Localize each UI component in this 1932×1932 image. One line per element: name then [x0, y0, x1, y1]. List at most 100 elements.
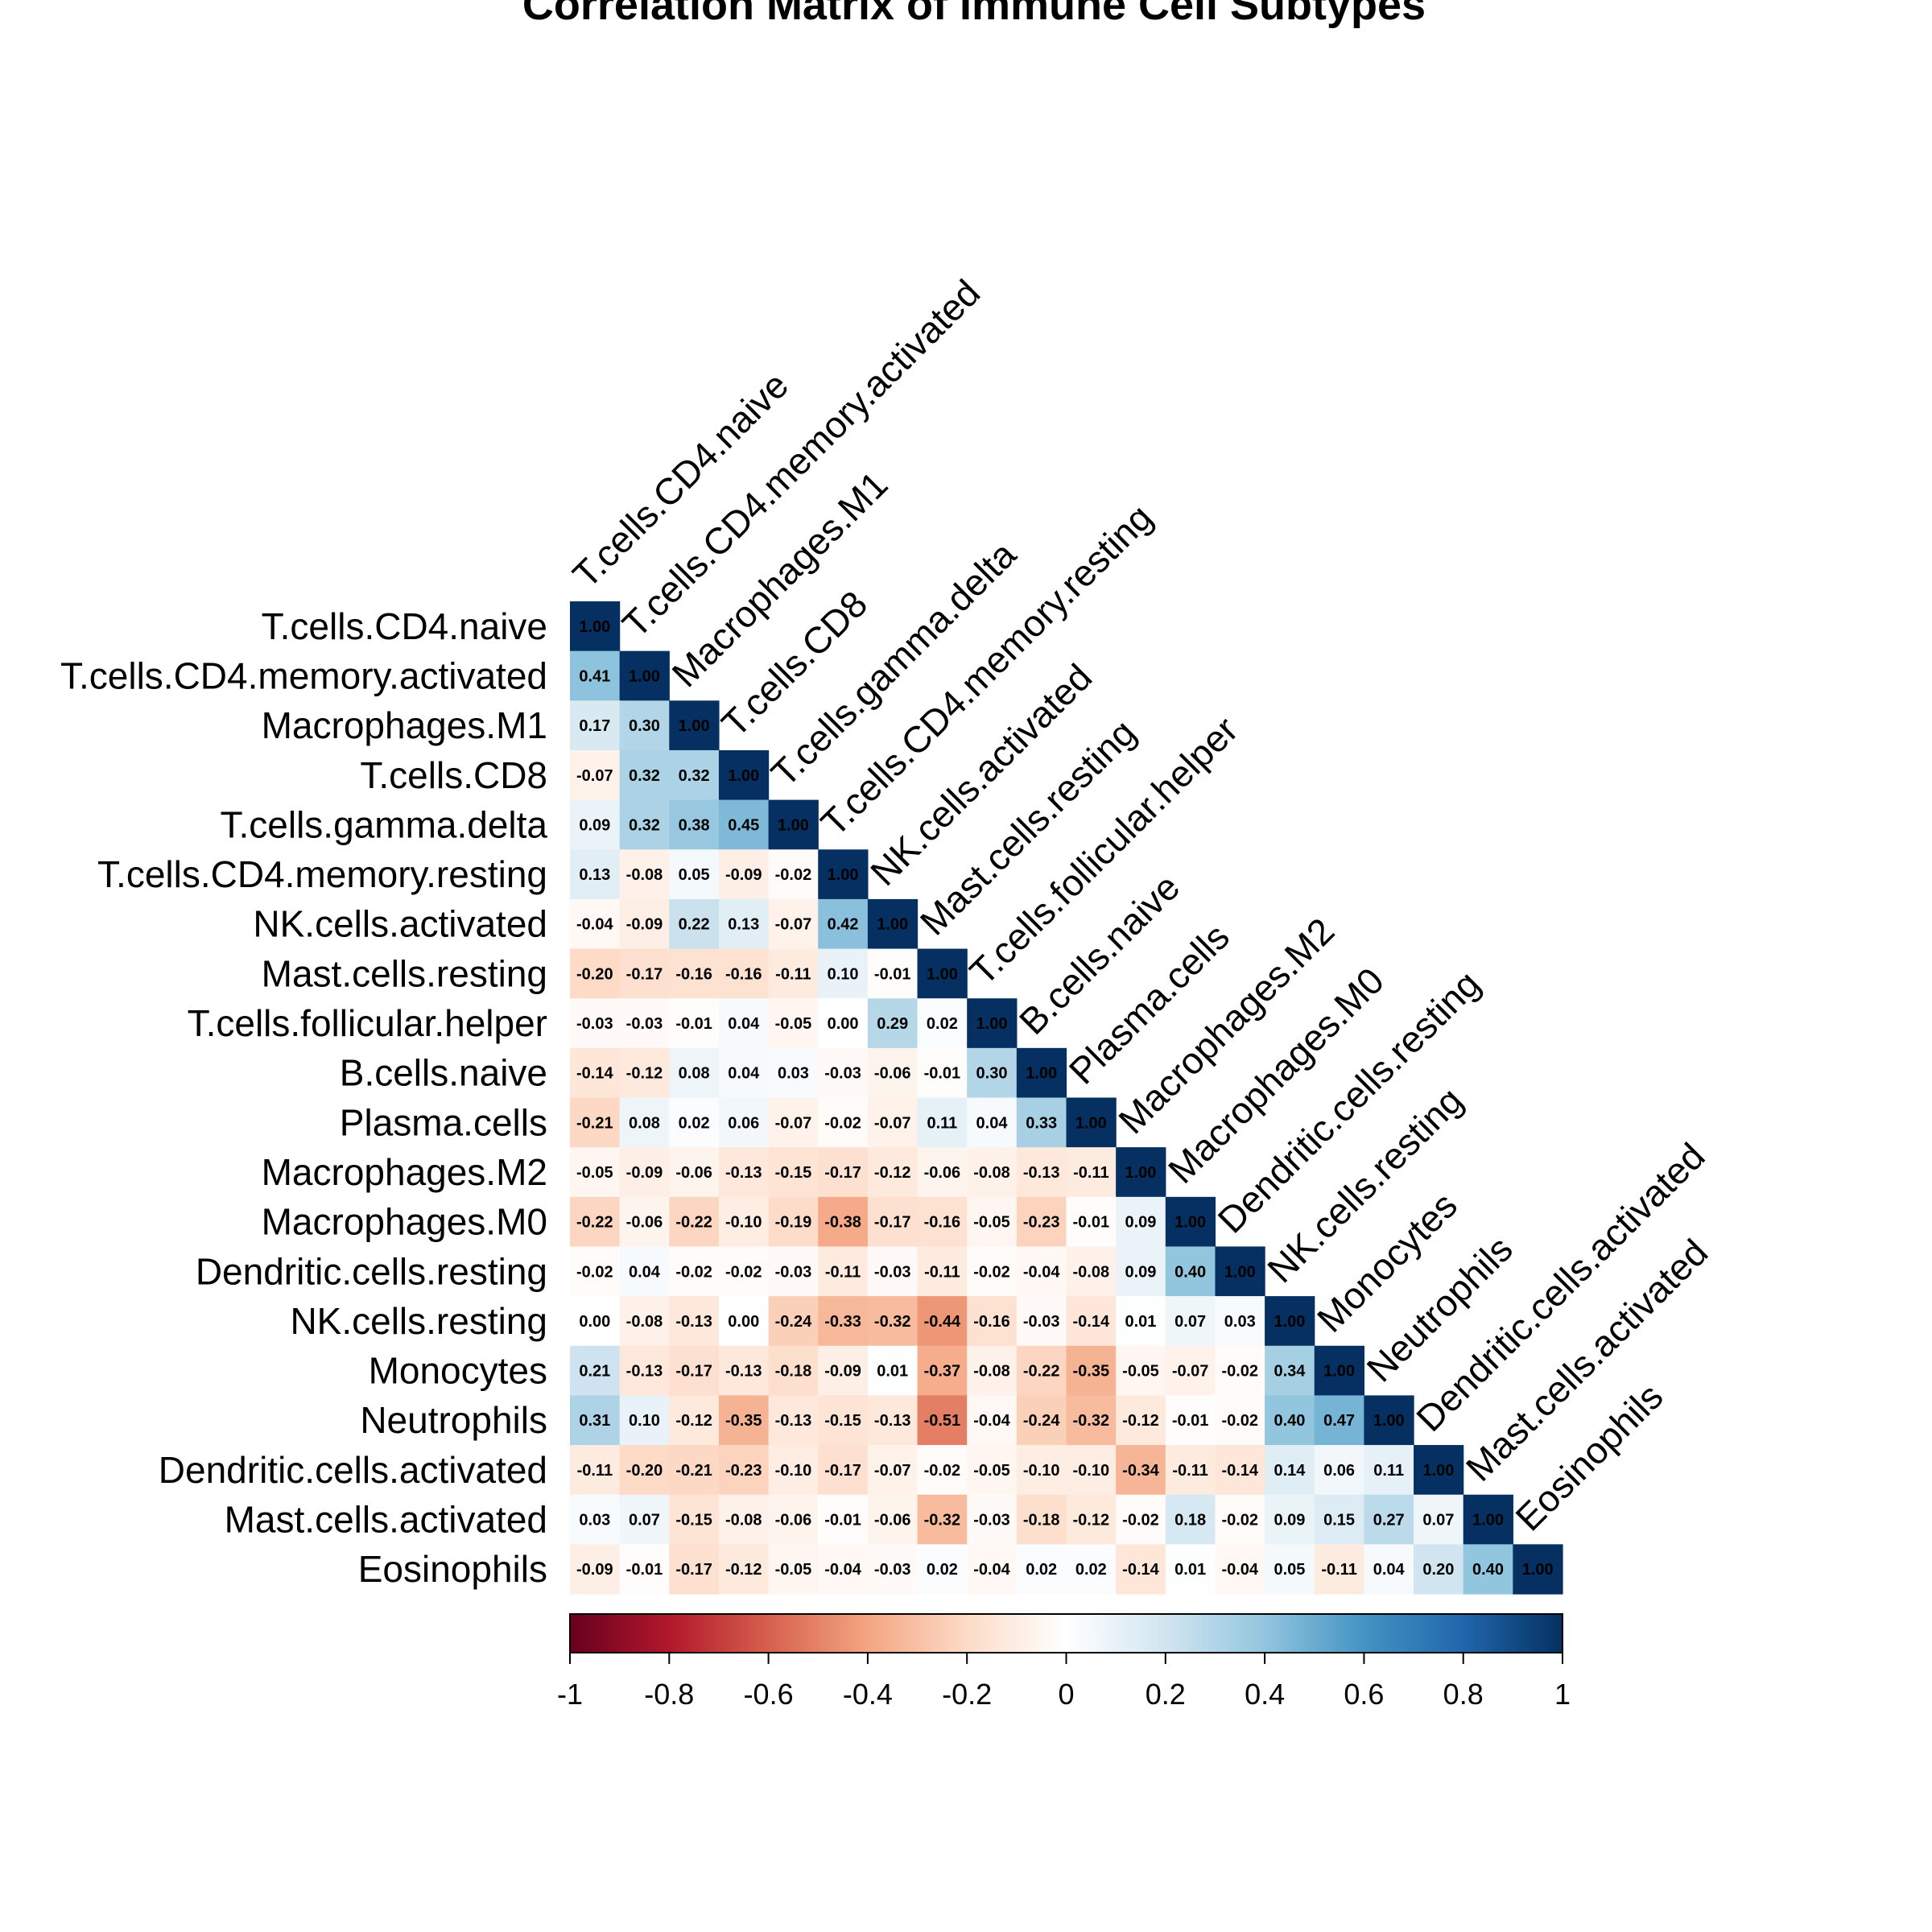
- cell-value-label: -0.11: [1073, 1164, 1108, 1182]
- cell-value-label: 0.06: [728, 1114, 759, 1132]
- cell-value-label: -0.06: [775, 1512, 812, 1530]
- cell-value-label: -0.11: [577, 1462, 613, 1480]
- cell-value-label: -0.14: [1073, 1313, 1110, 1331]
- cell-value-label: -0.17: [626, 965, 663, 983]
- cell-value-label: 0.32: [629, 767, 660, 785]
- heatmap-cell: [867, 1047, 919, 1099]
- heatmap-cell: [1364, 1544, 1414, 1595]
- cell-value-label: 1.00: [1422, 1462, 1454, 1480]
- row-label: B.cells.naive: [340, 1052, 547, 1094]
- heatmap-cell: [570, 749, 621, 801]
- row-label: Dendritic.cells.activated: [159, 1449, 547, 1491]
- heatmap-cell: [570, 1544, 621, 1595]
- heatmap-cell: [1364, 1395, 1414, 1446]
- heatmap-cell: [1165, 1246, 1216, 1297]
- cell-value-label: 0.10: [629, 1412, 660, 1430]
- heatmap-cell: [570, 1196, 621, 1248]
- cell-value-label: 0.38: [679, 816, 710, 834]
- cell-value-label: 0.02: [1075, 1561, 1107, 1579]
- heatmap-cell: [768, 799, 819, 850]
- cell-value-label: 0.01: [1174, 1561, 1206, 1579]
- heatmap-cell: [967, 1147, 1018, 1198]
- cell-value-label: -0.14: [576, 1065, 613, 1083]
- cell-value-label: -0.12: [626, 1065, 663, 1083]
- heatmap-cell: [917, 1196, 968, 1248]
- heatmap-cell: [1215, 1445, 1265, 1496]
- cell-value-label: -0.02: [1221, 1412, 1258, 1430]
- cell-value-label: -0.13: [775, 1412, 812, 1430]
- colorbar-tick-label: -0.2: [942, 1678, 992, 1711]
- heatmap-cell: [967, 1395, 1018, 1446]
- heatmap-cell: [718, 1494, 770, 1545]
- heatmap-cell: [718, 1246, 770, 1297]
- heatmap-cell: [718, 749, 770, 801]
- cell-value-label: -0.03: [626, 1015, 663, 1033]
- cell-value-label: 0.29: [877, 1015, 908, 1033]
- cell-value-label: -0.08: [973, 1363, 1010, 1381]
- heatmap-cell: [1265, 1395, 1315, 1446]
- heatmap-cell: [768, 1047, 819, 1099]
- colorbar-tick-label: -1: [557, 1678, 583, 1711]
- cell-value-label: -0.02: [775, 866, 812, 884]
- heatmap-cell: [570, 849, 621, 900]
- heatmap-cell: [619, 1246, 670, 1297]
- heatmap-cell: [619, 998, 670, 1049]
- cell-value-label: -0.04: [973, 1561, 1010, 1579]
- cell-value-label: -0.05: [576, 1164, 613, 1182]
- cell-value-label: -0.23: [1023, 1214, 1060, 1232]
- heatmap-cell: [917, 1047, 968, 1099]
- cell-value-label: 1.00: [1026, 1065, 1057, 1083]
- cell-value-label: 0.31: [579, 1412, 610, 1430]
- heatmap-cell: [718, 1147, 770, 1198]
- cell-value-label: -0.01: [1073, 1214, 1110, 1232]
- heatmap-cell: [570, 998, 621, 1049]
- cell-value-label: -0.08: [1073, 1263, 1110, 1281]
- cell-value-label: -0.13: [874, 1412, 911, 1430]
- heatmap-cell: [867, 1345, 919, 1396]
- cell-value-label: 0.07: [1422, 1512, 1454, 1530]
- heatmap-cell: [619, 1544, 670, 1595]
- heatmap-cell: [818, 948, 869, 999]
- heatmap-cell: [768, 1395, 819, 1446]
- cell-value-label: -0.04: [576, 916, 613, 934]
- heatmap-cell: [818, 898, 869, 950]
- cell-value-label: -0.33: [824, 1313, 861, 1331]
- heatmap-cell: [669, 1544, 720, 1595]
- colorbar-tick-label: 0.4: [1245, 1678, 1285, 1711]
- cell-value-label: -0.21: [576, 1114, 613, 1132]
- heatmap-cell: [1116, 1494, 1166, 1545]
- heatmap-cell: [669, 1395, 720, 1446]
- colorbar-tick-label: -0.6: [744, 1678, 794, 1711]
- cell-value-label: 1.00: [629, 667, 660, 685]
- heatmap-cell: [570, 1246, 621, 1297]
- heatmap-cell: [669, 749, 720, 801]
- cell-value-label: -0.06: [626, 1214, 663, 1232]
- cell-value-label: -0.02: [1221, 1363, 1258, 1381]
- heatmap-cell: [818, 1494, 869, 1545]
- cell-value-label: -0.11: [924, 1263, 960, 1281]
- heatmap-cell: [967, 998, 1018, 1049]
- row-label: T.cells.CD4.memory.activated: [60, 654, 547, 696]
- heatmap-cell: [718, 998, 770, 1049]
- cell-value-label: -0.02: [675, 1263, 712, 1281]
- heatmap-cell: [1265, 1544, 1315, 1595]
- cell-value-label: 1.00: [1522, 1561, 1554, 1579]
- cell-value-label: -0.04: [1023, 1263, 1060, 1281]
- heatmap-cell: [619, 1345, 670, 1396]
- cell-value-label: -0.08: [725, 1512, 762, 1530]
- colorbar-tick-label: 0.6: [1344, 1678, 1384, 1711]
- heatmap-cell: [818, 1345, 869, 1396]
- cell-value-label: 0.33: [1026, 1114, 1057, 1132]
- heatmap-cell: [570, 1047, 621, 1099]
- cell-value-label: -0.12: [725, 1561, 762, 1579]
- cell-value-label: 0.34: [1274, 1363, 1306, 1381]
- cell-value-label: -0.07: [576, 767, 613, 785]
- row-label: Neutrophils: [360, 1399, 547, 1441]
- cell-value-label: -0.03: [973, 1512, 1010, 1530]
- heatmap-cell: [1116, 1544, 1166, 1595]
- cell-value-label: -0.22: [576, 1214, 613, 1232]
- cell-value-label: -0.17: [824, 1164, 861, 1182]
- cell-value-label: 0.11: [927, 1114, 957, 1132]
- row-label: T.cells.CD4.naive: [262, 605, 547, 647]
